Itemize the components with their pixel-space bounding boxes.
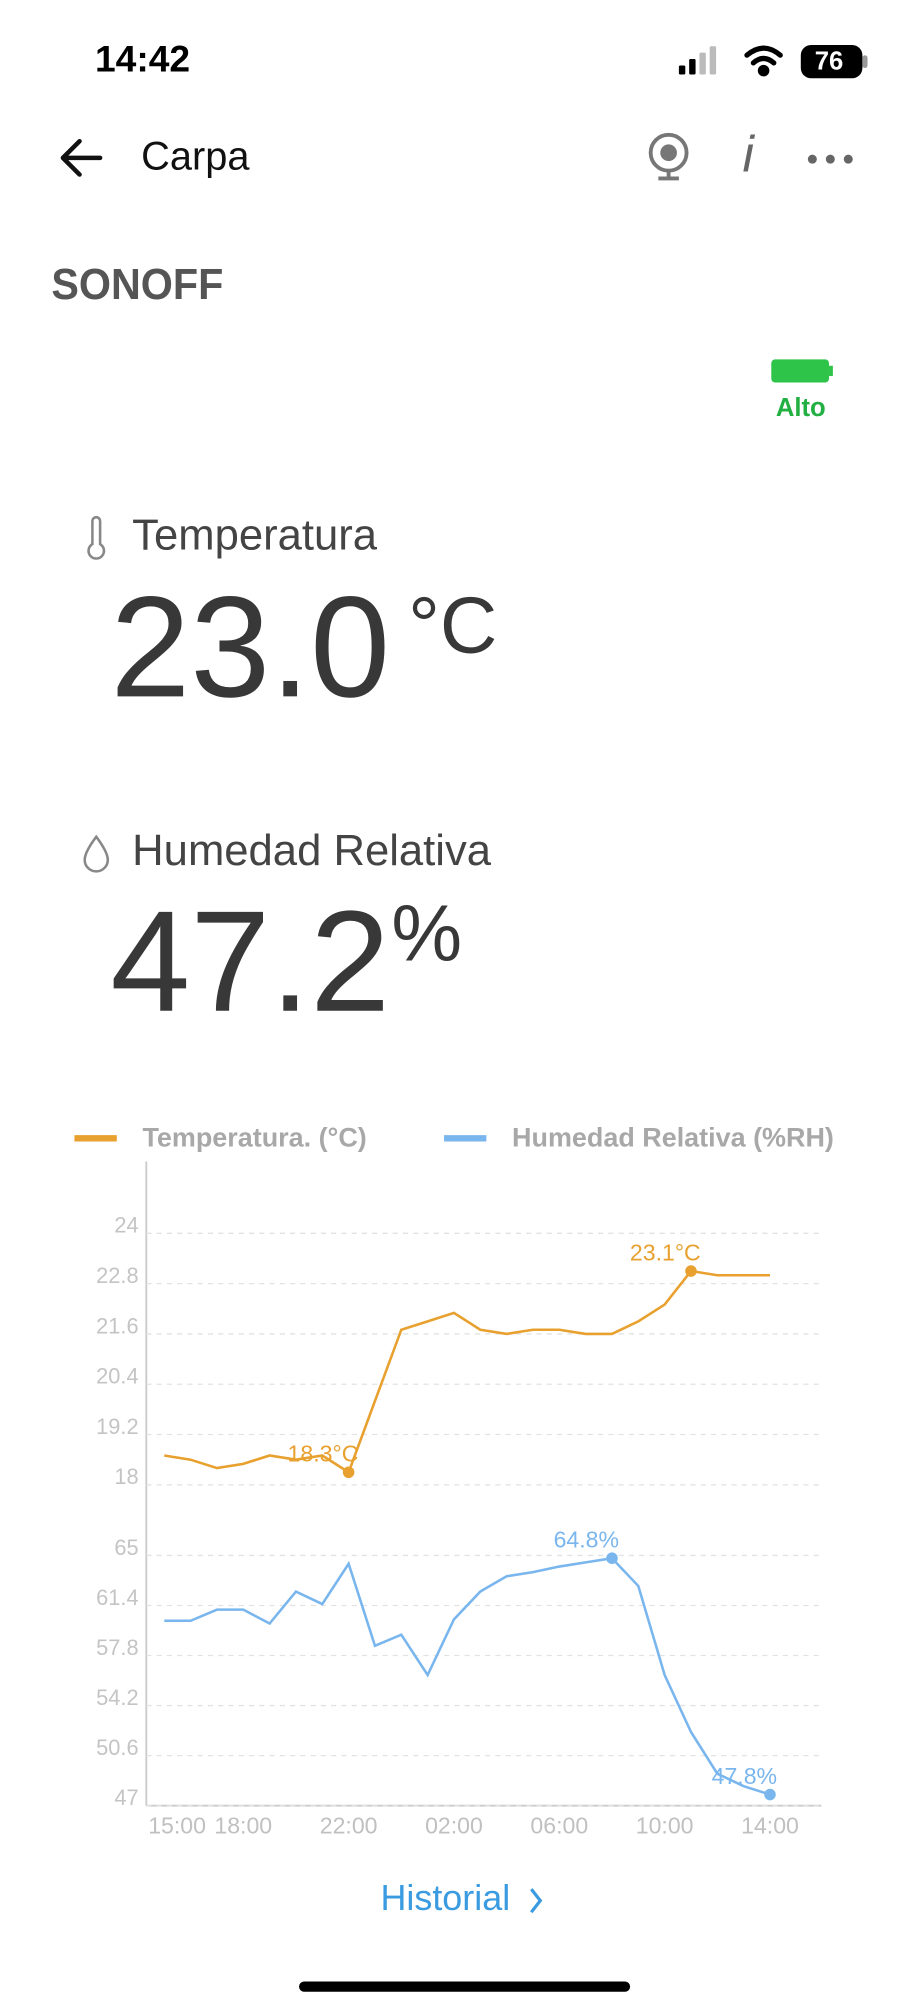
y-tick-label: 61.4 — [96, 1585, 138, 1610]
y-tick-label: 65 — [114, 1535, 138, 1560]
battery-tip — [862, 55, 868, 69]
brand-logo: SONOFF — [51, 261, 223, 309]
x-tick-label: 22:00 — [320, 1813, 378, 1839]
legend-label: Temperatura. (°C) — [142, 1123, 366, 1153]
data-label: 47.8% — [712, 1763, 777, 1789]
y-tick-label: 19.2 — [96, 1414, 138, 1439]
chart: 18 19.2 20.4 21.6 22.8 24 47 50.6 54.2 57.8 61.4 65… — [74, 1123, 834, 1839]
data-label: 23.1°C — [630, 1239, 701, 1265]
y-tick-label: 54.2 — [96, 1685, 138, 1710]
series-line — [164, 1556, 771, 1796]
reading-unit: °C — [408, 580, 497, 669]
legend-label: Humedad Relativa (%RH) — [512, 1123, 834, 1153]
history-chevron[interactable] — [530, 1888, 543, 1914]
x-tick-label: 18:00 — [214, 1813, 272, 1839]
y-tick-label: 47 — [114, 1785, 138, 1810]
status-time: 14:42 — [95, 37, 190, 79]
y-tick-label: 57.8 — [96, 1635, 138, 1660]
x-tick-label: 10:00 — [636, 1813, 694, 1839]
y-tick-label: 21.6 — [96, 1313, 138, 1338]
data-label: 18.3°C — [288, 1441, 359, 1467]
battery-status-icon — [771, 359, 830, 383]
drop-icon — [83, 834, 110, 873]
x-tick-label: 14:00 — [741, 1813, 799, 1839]
more-button[interactable] — [807, 154, 853, 164]
thermometer-icon — [87, 515, 106, 560]
series-line — [164, 1269, 771, 1475]
y-tick-label: 24 — [114, 1213, 138, 1238]
wifi-icon — [744, 45, 783, 77]
x-tick-label: 15:00 — [148, 1813, 206, 1839]
y-tick-label: 20.4 — [96, 1364, 138, 1389]
reading-unit: % — [391, 888, 462, 977]
y-tick-label: 50.6 — [96, 1735, 138, 1760]
data-label: 64.8% — [554, 1527, 619, 1553]
battery-icon — [800, 44, 863, 79]
extreme-point — [342, 1466, 355, 1479]
signal-icon — [678, 46, 717, 75]
extreme-point — [606, 1552, 618, 1564]
y-tick-label: 22.8 — [96, 1263, 138, 1288]
back-button[interactable] — [60, 138, 103, 177]
reading-value: 23.0 — [110, 567, 390, 727]
extreme-point — [764, 1788, 776, 1801]
info-button[interactable]: i — [742, 125, 755, 182]
y-tick-label: 18 — [114, 1464, 138, 1489]
x-tick-label: 06:00 — [530, 1813, 588, 1839]
extreme-point — [685, 1265, 697, 1277]
reading-label: Humedad Relativa — [132, 827, 492, 875]
home-indicator — [299, 1981, 631, 1992]
history-link[interactable]: Historial — [380, 1877, 510, 1918]
battery-status: Alto — [776, 394, 826, 422]
device-title: Carpa — [141, 135, 250, 179]
reading-value: 47.2 — [110, 882, 390, 1042]
reading-label: Temperatura — [132, 511, 378, 559]
battery-level: 76 — [815, 48, 844, 76]
camera-button[interactable] — [648, 132, 689, 181]
x-tick-label: 02:00 — [425, 1813, 483, 1839]
battery-status-tip — [829, 365, 833, 377]
